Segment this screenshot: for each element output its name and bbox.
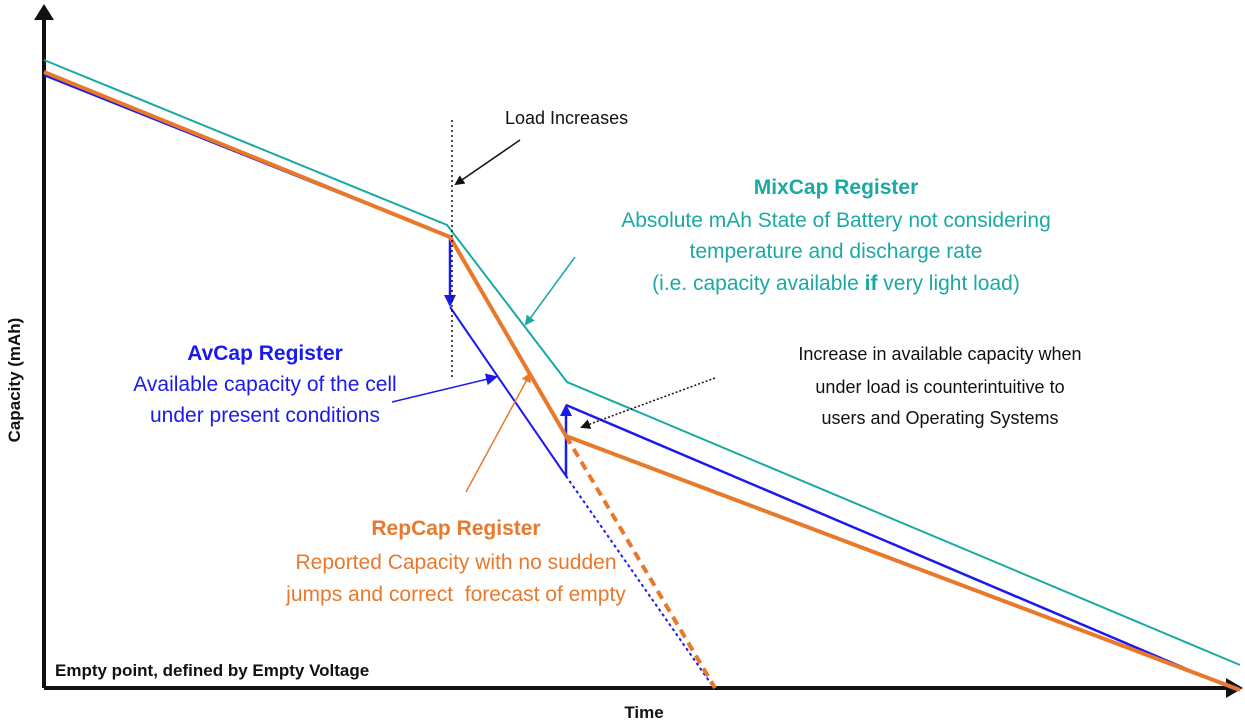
mixcap-text: (i.e. capacity available if very light l… bbox=[652, 272, 1020, 295]
avcap-text: under present conditions bbox=[150, 404, 380, 427]
load-note: Load Increases bbox=[505, 108, 628, 128]
increase-arrow bbox=[580, 377, 716, 429]
avcap-line bbox=[565, 403, 1237, 692]
avcap-forecast bbox=[565, 475, 715, 689]
mixcap-text-part: (i.e. capacity available bbox=[652, 272, 864, 295]
avcap-line bbox=[449, 306, 567, 477]
empty-point-label: Empty point, defined by Empty Voltage bbox=[55, 661, 369, 680]
repcap-arrow bbox=[465, 372, 531, 493]
mixcap-arrow bbox=[524, 256, 576, 326]
repcap-forecast bbox=[564, 434, 717, 690]
repcap-text: Reported Capacity with no sudden bbox=[295, 551, 616, 574]
mixcap-text-bold: if bbox=[865, 272, 879, 295]
increase-note: Increase in available capacity when bbox=[798, 344, 1081, 364]
repcap-line bbox=[43, 70, 1241, 692]
repcap-title: RepCap Register bbox=[371, 517, 540, 540]
avcap-text: Available capacity of the cell bbox=[133, 373, 396, 396]
increase-note: users and Operating Systems bbox=[821, 408, 1058, 428]
increase-note: under load is counterintuitive to bbox=[815, 377, 1064, 397]
mixcap-text-part: very light load) bbox=[877, 272, 1019, 295]
avcap-title: AvCap Register bbox=[187, 342, 343, 365]
y-axis-label: Capacity (mAh) bbox=[5, 318, 24, 443]
load-arrow bbox=[454, 139, 521, 186]
repcap-text: jumps and correct forecast of empty bbox=[285, 583, 626, 606]
mixcap-text: Absolute mAh State of Battery not consid… bbox=[621, 209, 1051, 232]
avcap-arrow bbox=[391, 373, 498, 403]
x-axis-label: Time bbox=[624, 703, 663, 722]
mixcap-text: temperature and discharge rate bbox=[689, 240, 982, 263]
mixcap-line bbox=[43, 59, 1241, 666]
mixcap-title: MixCap Register bbox=[754, 176, 919, 199]
